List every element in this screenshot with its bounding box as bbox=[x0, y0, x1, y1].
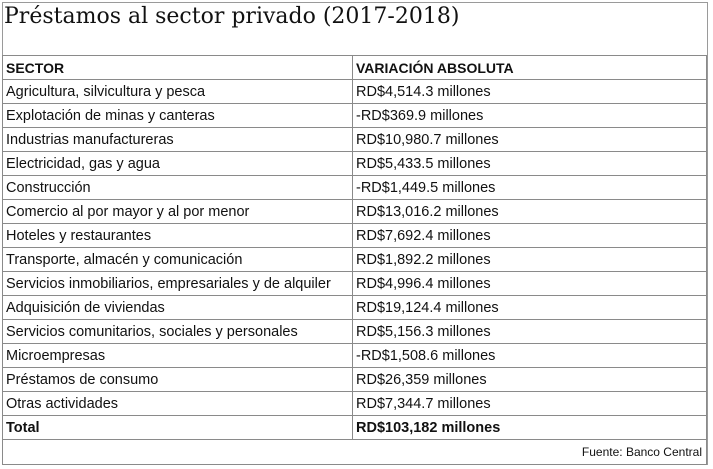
table-row: Comercio al por mayor y al por menor RD$1… bbox=[2, 199, 707, 224]
variation-header: VARIACIÓN ABSOLUTA bbox=[352, 55, 707, 80]
table-row: Microempresas -RD$1,508.6 millones bbox=[2, 343, 707, 368]
value-cell: -RD$1,449.5 millones bbox=[352, 175, 707, 200]
sector-cell: Microempresas bbox=[2, 343, 353, 368]
table-row: Otras actividades RD$7,344.7 millones bbox=[2, 391, 707, 416]
sector-cell: Transporte, almacén y comunicación bbox=[2, 247, 353, 272]
table-row: Servicios comunitarios, sociales y perso… bbox=[2, 319, 707, 344]
header-row: SECTOR VARIACIÓN ABSOLUTA bbox=[2, 55, 707, 80]
table-row: Explotación de minas y canteras -RD$369.9… bbox=[2, 103, 707, 128]
table-row: Construcción -RD$1,449.5 millones bbox=[2, 175, 707, 200]
sector-cell: Electricidad, gas y agua bbox=[2, 151, 353, 176]
table-row: Transporte, almacén y comunicación RD$1,8… bbox=[2, 247, 707, 272]
table-row: Servicios inmobiliarios, empresariales y… bbox=[2, 271, 707, 296]
sector-cell: Servicios comunitarios, sociales y perso… bbox=[2, 319, 353, 344]
value-cell: RD$19,124.4 millones bbox=[352, 295, 707, 320]
value-cell: RD$1,892.2 millones bbox=[352, 247, 707, 272]
table-row: Préstamos de consumo RD$26,359 millones bbox=[2, 367, 707, 392]
sector-cell: Servicios inmobiliarios, empresariales y… bbox=[2, 271, 353, 296]
value-cell: RD$10,980.7 millones bbox=[352, 127, 707, 152]
table-row: Industrias manufactureras RD$10,980.7 mil… bbox=[2, 127, 707, 152]
sector-cell: Adquisición de viviendas bbox=[2, 295, 353, 320]
value-cell: RD$13,016.2 millones bbox=[352, 199, 707, 224]
sector-cell: Explotación de minas y canteras bbox=[2, 103, 353, 128]
source-row: Fuente: Banco Central bbox=[2, 439, 707, 465]
value-cell: RD$5,433.5 millones bbox=[352, 151, 707, 176]
value-cell: -RD$1,508.6 millones bbox=[352, 343, 707, 368]
sector-cell: Comercio al por mayor y al por menor bbox=[2, 199, 353, 224]
value-cell: RD$4,514.3 millones bbox=[352, 79, 707, 104]
value-cell: RD$7,344.7 millones bbox=[352, 391, 707, 416]
loans-table: SECTOR VARIACIÓN ABSOLUTA Agricultura, s… bbox=[2, 55, 707, 465]
table-row: Adquisición de viviendas RD$19,124.4 mill… bbox=[2, 295, 707, 320]
table-row: Hoteles y restaurantes RD$7,692.4 millone… bbox=[2, 223, 707, 248]
value-cell: RD$4,996.4 millones bbox=[352, 271, 707, 296]
table-row: Electricidad, gas y agua RD$5,433.5 millo… bbox=[2, 151, 707, 176]
total-value: RD$103,182 millones bbox=[352, 415, 707, 440]
sector-cell: Otras actividades bbox=[2, 391, 353, 416]
sector-cell: Hoteles y restaurantes bbox=[2, 223, 353, 248]
sector-cell: Préstamos de consumo bbox=[2, 367, 353, 392]
sector-cell: Construcción bbox=[2, 175, 353, 200]
value-cell: -RD$369.9 millones bbox=[352, 103, 707, 128]
value-cell: RD$5,156.3 millones bbox=[352, 319, 707, 344]
table-row: Agricultura, silvicultura y pesca RD$4,51… bbox=[2, 79, 707, 104]
value-cell: RD$7,692.4 millones bbox=[352, 223, 707, 248]
total-row: Total RD$103,182 millones bbox=[2, 415, 707, 440]
sector-cell: Industrias manufactureras bbox=[2, 127, 353, 152]
total-label: Total bbox=[2, 415, 353, 440]
page-title: Préstamos al sector privado (2017-2018) bbox=[4, 4, 460, 29]
sector-header: SECTOR bbox=[2, 55, 353, 80]
sector-cell: Agricultura, silvicultura y pesca bbox=[2, 79, 353, 104]
value-cell: RD$26,359 millones bbox=[352, 367, 707, 392]
source-note: Fuente: Banco Central bbox=[2, 439, 707, 465]
